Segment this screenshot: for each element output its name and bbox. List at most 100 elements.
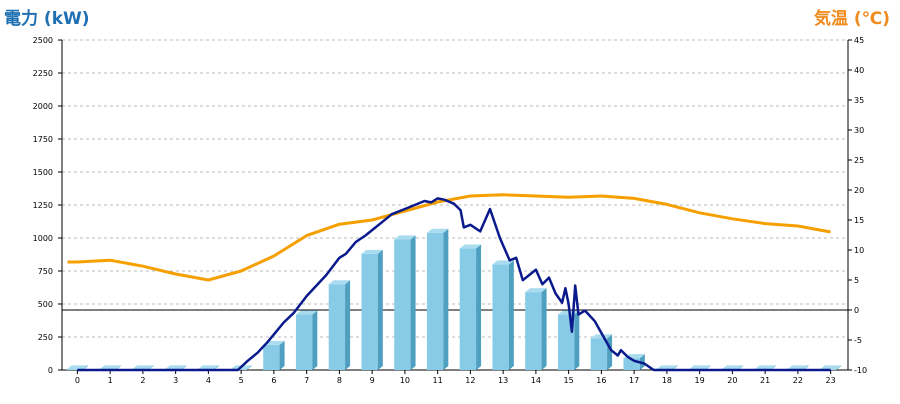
bar-side (345, 280, 351, 370)
bar-front (623, 358, 640, 370)
left-tick-label: 1250 (33, 201, 53, 210)
right-tick-label: -5 (854, 336, 862, 345)
right-tick-label: 0 (854, 306, 859, 315)
x-tick-label: 3 (173, 376, 178, 385)
bar-top (787, 365, 809, 370)
bar-top (688, 365, 711, 370)
bar (295, 310, 318, 370)
bar-top (394, 235, 416, 240)
right-tick-label: 15 (854, 216, 864, 225)
bar (426, 228, 449, 370)
bar-top (328, 280, 351, 285)
x-tick-label: 20 (727, 376, 737, 385)
bar-front (492, 264, 509, 370)
bar-front (557, 314, 575, 370)
x-tick-label: 16 (596, 376, 606, 385)
bar-top (819, 365, 842, 370)
bar (557, 310, 580, 370)
right-tick-label: 5 (854, 276, 859, 285)
bar-side (279, 340, 285, 370)
bar-front (590, 338, 608, 370)
left-tick-label: 500 (38, 300, 53, 309)
left-tick-label: 2500 (33, 36, 53, 45)
x-tick-label: 10 (400, 376, 410, 385)
x-tick-label: 22 (793, 376, 803, 385)
x-tick-label: 5 (239, 376, 244, 385)
left-tick-label: 1000 (33, 234, 53, 243)
bar-front (66, 369, 84, 370)
bar-front (295, 314, 313, 370)
bar-side (508, 260, 514, 370)
bar-side (246, 365, 252, 370)
right-tick-label: 40 (854, 66, 864, 75)
bar-top (656, 365, 678, 370)
bar-top (361, 249, 383, 254)
x-tick-label: 13 (498, 376, 508, 385)
left-tick-label: 2000 (33, 102, 53, 111)
bar-side (541, 288, 547, 370)
bar-top (99, 365, 121, 370)
left-tick-label: 250 (38, 333, 53, 342)
left-tick-label: 2250 (33, 69, 53, 78)
x-tick-label: 6 (271, 376, 276, 385)
bar-top (164, 365, 187, 370)
x-tick-label: 18 (662, 376, 672, 385)
x-tick-label: 23 (826, 376, 836, 385)
bar-top (66, 365, 89, 370)
bar-top (459, 244, 482, 249)
bar-top (426, 228, 449, 233)
bar-front (361, 253, 378, 370)
bar (590, 334, 613, 370)
bar-side (312, 310, 318, 370)
bar-side (443, 228, 449, 370)
x-tick-label: 14 (531, 376, 541, 385)
right-tick-label: 30 (854, 126, 864, 135)
left-tick-label: 1500 (33, 168, 53, 177)
bar (263, 340, 285, 370)
bar-front (263, 344, 280, 370)
x-tick-label: 2 (140, 376, 145, 385)
bar-side (377, 249, 383, 370)
bar (394, 235, 416, 370)
bar-top (492, 260, 514, 265)
bar-top (197, 365, 220, 370)
left-axis-title: 電力 (kW) (4, 9, 90, 29)
bar-top (525, 288, 547, 293)
x-tick-label: 0 (75, 376, 80, 385)
bar-front (459, 248, 477, 370)
x-tick-label: 9 (370, 376, 375, 385)
bar-front (328, 284, 346, 370)
x-tick-label: 7 (304, 376, 309, 385)
bar (492, 260, 514, 370)
left-tick-label: 0 (48, 366, 53, 375)
right-tick-label: 25 (854, 156, 864, 165)
x-tick-label: 11 (433, 376, 443, 385)
right-tick-label: 10 (854, 246, 864, 255)
bar (459, 244, 482, 370)
bar (525, 288, 547, 370)
bar-side (574, 310, 580, 370)
left-tick-label: 1750 (33, 135, 53, 144)
power-line (77, 197, 831, 372)
right-axis-title: 気温 (℃) (813, 9, 890, 29)
bar-side (410, 235, 416, 370)
x-tick-label: 21 (760, 376, 770, 385)
x-tick-label: 4 (206, 376, 211, 385)
bar-top (721, 365, 744, 370)
bar-front (525, 292, 542, 370)
bar-top (754, 365, 776, 370)
bar-front (394, 239, 411, 370)
bar-side (607, 334, 613, 370)
right-tick-label: 45 (854, 36, 864, 45)
x-tick-label: 17 (629, 376, 639, 385)
right-tick-label: 20 (854, 186, 864, 195)
x-tick-label: 1 (108, 376, 113, 385)
bar-top (132, 365, 154, 370)
bar-top (295, 310, 318, 315)
bar-side (476, 244, 482, 370)
bar-front (426, 232, 444, 370)
x-tick-label: 15 (564, 376, 574, 385)
bar (328, 280, 351, 370)
left-tick-label: 750 (38, 267, 53, 276)
